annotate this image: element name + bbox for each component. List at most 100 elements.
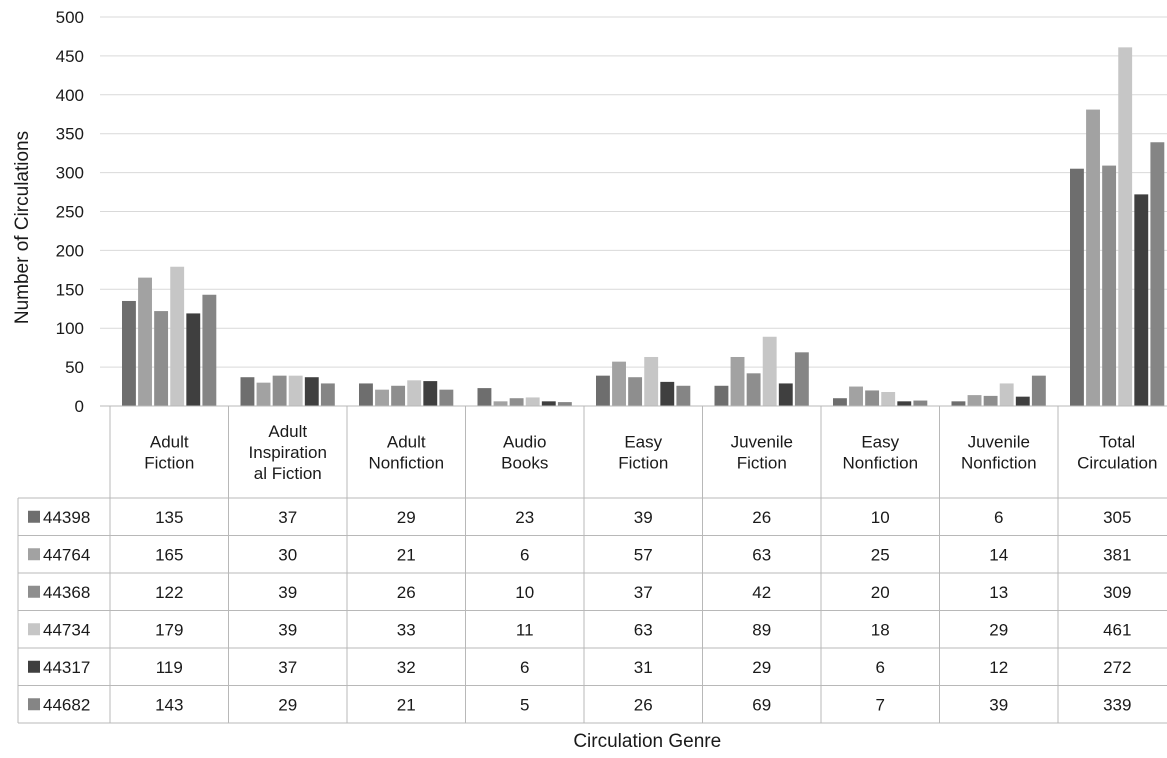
data-table-cell: 461 xyxy=(1103,620,1131,639)
bar xyxy=(541,401,556,406)
y-tick-label: 50 xyxy=(65,358,84,377)
bar xyxy=(256,382,271,406)
y-tick-label: 300 xyxy=(56,164,84,183)
bar xyxy=(746,373,761,406)
category-label: Adult xyxy=(150,433,189,452)
legend-label: 44734 xyxy=(43,620,90,639)
bar xyxy=(762,336,777,406)
bar xyxy=(493,401,508,406)
bar xyxy=(557,402,572,406)
data-table-cell: 272 xyxy=(1103,658,1131,677)
data-table-cell: 29 xyxy=(989,620,1008,639)
bar xyxy=(676,385,691,406)
data-table-cell: 33 xyxy=(397,620,416,639)
y-tick-label: 200 xyxy=(56,241,84,260)
y-tick-label: 250 xyxy=(56,203,84,222)
bar xyxy=(509,398,524,406)
bar xyxy=(849,386,863,406)
legend-swatch xyxy=(28,623,40,636)
data-table-cell: 179 xyxy=(155,620,183,639)
legend-label: 44368 xyxy=(43,583,90,602)
bar xyxy=(865,390,880,406)
data-table-cell: 6 xyxy=(876,658,885,677)
y-tick-label: 500 xyxy=(56,8,84,27)
category-label: Circulation xyxy=(1077,454,1157,473)
category-label: Audio xyxy=(503,433,546,452)
data-table-cell: 26 xyxy=(752,508,771,527)
data-table-cell: 26 xyxy=(397,583,416,602)
bar xyxy=(304,377,319,406)
data-table-cell: 39 xyxy=(278,620,297,639)
data-table-cell: 6 xyxy=(520,658,529,677)
data-table-cell: 29 xyxy=(397,508,416,527)
bar xyxy=(138,277,152,406)
data-table-cell: 32 xyxy=(397,658,416,677)
bar xyxy=(407,380,422,406)
y-tick-label: 400 xyxy=(56,86,84,105)
bar xyxy=(240,377,255,406)
x-axis-title: Circulation Genre xyxy=(573,731,721,752)
category-label: Easy xyxy=(624,433,662,452)
data-table-cell: 29 xyxy=(752,658,771,677)
bar xyxy=(999,383,1014,406)
category-label: Total xyxy=(1099,433,1135,452)
category-label: al Fiction xyxy=(254,464,322,483)
bar xyxy=(1134,194,1149,406)
data-table-cell: 42 xyxy=(752,583,771,602)
data-table-cell: 37 xyxy=(278,658,297,677)
data-table-cell: 18 xyxy=(871,620,890,639)
bar xyxy=(154,311,169,406)
bar xyxy=(714,385,729,406)
category-label: Nonfiction xyxy=(368,454,444,473)
data-table-cell: 7 xyxy=(876,695,885,714)
data-table-cell: 21 xyxy=(397,695,416,714)
data-table-cell: 63 xyxy=(752,545,771,564)
data-table-cell: 5 xyxy=(520,695,529,714)
data-table-cell: 10 xyxy=(515,583,534,602)
bar xyxy=(359,383,373,406)
legend-swatch xyxy=(28,698,40,711)
bar xyxy=(967,395,982,406)
legend-label: 44682 xyxy=(43,695,90,714)
data-table-cell: 89 xyxy=(752,620,771,639)
data-table-cell: 57 xyxy=(634,545,653,564)
data-table-cell: 11 xyxy=(516,620,534,639)
data-table-cell: 37 xyxy=(278,508,297,527)
y-tick-label: 100 xyxy=(56,319,84,338)
bar xyxy=(833,398,847,406)
bar xyxy=(288,375,303,406)
data-table-cell: 26 xyxy=(634,695,653,714)
data-table-cell: 339 xyxy=(1103,695,1131,714)
data-table-cell: 14 xyxy=(989,545,1008,564)
bar xyxy=(881,391,896,406)
bar xyxy=(423,381,438,406)
data-table-cell: 30 xyxy=(278,545,297,564)
category-label: Easy xyxy=(861,433,899,452)
category-label: Fiction xyxy=(618,454,668,473)
bar xyxy=(391,385,406,406)
bar xyxy=(375,389,389,406)
data-table-cell: 381 xyxy=(1103,545,1131,564)
data-table-cell: 309 xyxy=(1103,583,1131,602)
data-table-cell: 39 xyxy=(989,695,1008,714)
bar xyxy=(1086,109,1100,406)
bar xyxy=(1031,375,1046,406)
legend-swatch xyxy=(28,510,40,523)
bar xyxy=(1070,168,1084,406)
bar xyxy=(1118,47,1133,406)
bar xyxy=(628,377,643,406)
category-label: Fiction xyxy=(737,454,787,473)
bar xyxy=(644,356,659,406)
bar xyxy=(202,294,217,406)
y-axis-title: Number of Circulations xyxy=(12,131,33,324)
bar xyxy=(660,381,675,406)
bar xyxy=(272,375,287,406)
category-label: Juvenile xyxy=(968,433,1030,452)
category-label: Juvenile xyxy=(731,433,793,452)
data-table-cell: 10 xyxy=(871,508,890,527)
data-table-cell: 12 xyxy=(989,658,1008,677)
legend-swatch xyxy=(28,585,40,598)
bar xyxy=(778,383,793,406)
y-tick-label: 450 xyxy=(56,47,84,66)
legend-label: 44398 xyxy=(43,508,90,527)
